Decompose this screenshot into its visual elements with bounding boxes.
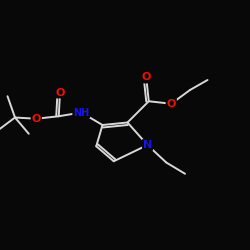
Text: O: O (55, 88, 65, 98)
Text: O: O (32, 114, 41, 124)
Text: O: O (142, 72, 151, 83)
Text: N: N (143, 140, 152, 150)
Text: NH: NH (73, 108, 89, 118)
Text: O: O (166, 99, 176, 109)
